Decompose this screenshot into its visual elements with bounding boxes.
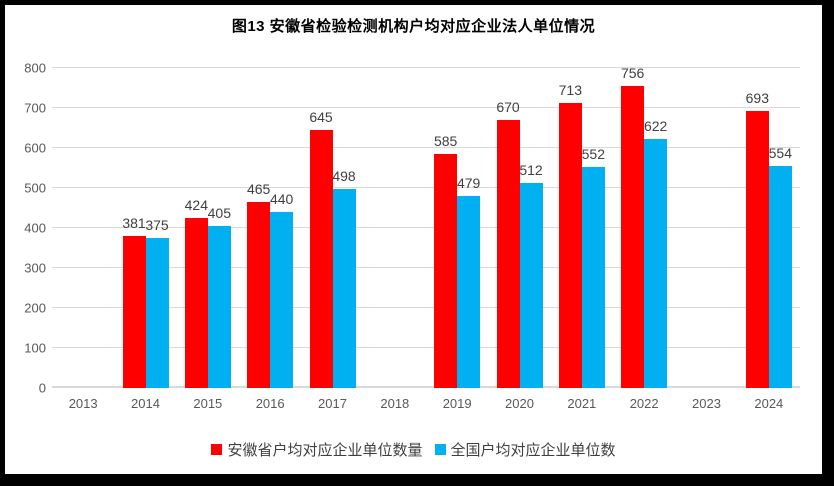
y-axis-tick-label: 800 xyxy=(24,60,46,76)
legend-swatch-icon xyxy=(211,444,223,455)
x-axis-tick-label: 2017 xyxy=(318,396,347,411)
y-axis-tick-label: 700 xyxy=(24,100,46,116)
bar-series2-2022 xyxy=(644,139,668,388)
y-axis-tick-label: 400 xyxy=(24,220,46,236)
x-axis-tick-label: 2019 xyxy=(442,396,472,411)
x-axis-tick-label: 2018 xyxy=(380,396,410,411)
bar-series2-2017 xyxy=(332,188,356,388)
data-label-series2-2015: 405 xyxy=(207,205,231,221)
data-label-series2-2017: 498 xyxy=(332,167,356,184)
data-label-series1-2019: 585 xyxy=(433,133,458,149)
data-label-series2-2024: 554 xyxy=(768,145,792,162)
gridline xyxy=(52,307,800,308)
bar-series1-2021 xyxy=(558,102,582,388)
x-axis-tick-label: 2021 xyxy=(567,396,597,411)
chart-title: 图13 安徽省检验检测机构户均对应企业法人单位情况 xyxy=(231,18,596,35)
gridline xyxy=(52,67,800,68)
legend-item-series1: 安徽省户均对应企业单位数量 xyxy=(211,439,423,460)
bar-series1-2024 xyxy=(745,110,769,388)
legend-item-series2: 全国户均对应企业单位数 xyxy=(434,439,616,460)
data-label-series2-2016: 440 xyxy=(269,191,294,207)
gridline xyxy=(52,347,800,348)
data-label-series1-2020: 670 xyxy=(496,99,520,115)
bar-series1-2022 xyxy=(621,85,645,388)
y-axis-tick-label: 300 xyxy=(24,260,46,276)
data-label-series2-2014: 375 xyxy=(145,217,169,233)
bar-series1-2014 xyxy=(122,235,146,388)
bar-series1-2017 xyxy=(309,130,333,388)
y-axis-tick-label: 500 xyxy=(24,180,46,196)
data-label-series2-2019: 479 xyxy=(456,175,481,192)
x-axis-tick-label: 2015 xyxy=(193,396,223,411)
gridline xyxy=(52,187,800,188)
x-axis-tick-label: 2013 xyxy=(68,396,98,411)
bar-series2-2019 xyxy=(457,196,481,388)
x-axis-tick-label: 2023 xyxy=(692,396,721,411)
bar-series1-2019 xyxy=(434,154,458,388)
x-axis-tick-label: 2016 xyxy=(255,396,285,411)
bar-series1-2020 xyxy=(496,120,520,388)
bar-series2-2016 xyxy=(270,212,294,388)
data-label-series2-2021: 552 xyxy=(581,146,605,163)
bar-series1-2016 xyxy=(247,202,271,388)
bar-series2-2015 xyxy=(207,226,231,388)
bar-series2-2024 xyxy=(768,166,792,388)
x-axis-tick-label: 2014 xyxy=(131,396,160,411)
bar-series2-2021 xyxy=(581,167,605,388)
plot-area: 0 100 200 300 400 500 600 700 800 2013 2014 381 375 2… xyxy=(24,61,800,411)
legend-label: 安徽省户均对应企业单位数量 xyxy=(227,442,423,459)
bar-series2-2020 xyxy=(519,183,543,388)
legend: 安徽省户均对应企业单位数量 全国户均对应企业单位数 xyxy=(5,439,822,460)
x-axis-tick-label: 2024 xyxy=(754,396,784,411)
data-label-series1-2014: 381 xyxy=(122,214,146,231)
x-axis-tick-label: 2020 xyxy=(505,396,534,411)
legend-swatch-icon xyxy=(434,444,446,455)
data-label-series1-2021: 713 xyxy=(558,81,582,98)
data-label-series1-2024: 693 xyxy=(745,89,769,106)
y-axis-tick-label: 200 xyxy=(24,300,46,316)
bar-series1-2015 xyxy=(184,218,208,388)
gridline xyxy=(52,107,800,108)
bar-series2-2014 xyxy=(145,238,169,388)
data-label-series1-2016: 465 xyxy=(246,181,271,197)
gridline xyxy=(52,267,800,268)
y-axis-tick-label: 600 xyxy=(24,140,46,156)
data-label-series1-2022: 756 xyxy=(620,64,645,81)
data-label-series2-2020: 512 xyxy=(519,162,543,179)
x-axis-line xyxy=(52,386,800,388)
gridline xyxy=(52,147,800,148)
data-label-series2-2022: 622 xyxy=(643,118,668,135)
x-axis-tick-label: 2022 xyxy=(629,396,659,411)
data-label-series1-2017: 645 xyxy=(309,109,333,125)
legend-label: 全国户均对应企业单位数 xyxy=(450,442,616,459)
y-axis-tick-label: 100 xyxy=(24,340,46,356)
y-axis-tick-label: 0 xyxy=(38,380,46,396)
gridline xyxy=(52,227,800,228)
data-label-series1-2015: 424 xyxy=(184,197,208,214)
